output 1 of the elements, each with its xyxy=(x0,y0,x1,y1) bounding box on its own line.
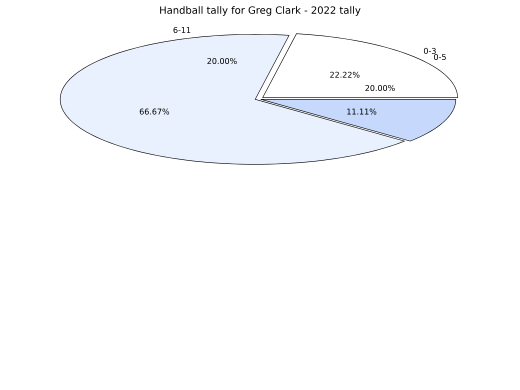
chart-title: Handball tally for Greg Clark - 2022 tally xyxy=(160,6,361,16)
